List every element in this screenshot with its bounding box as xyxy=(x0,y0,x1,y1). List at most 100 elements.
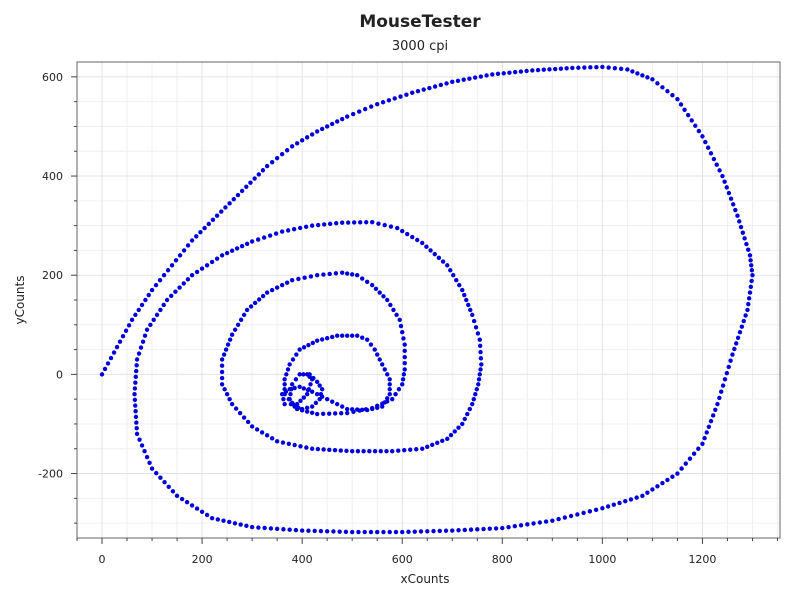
data-point xyxy=(431,528,436,534)
data-point xyxy=(351,220,357,225)
data-point xyxy=(421,87,426,92)
data-point xyxy=(301,395,307,400)
y-axis-label: yCounts xyxy=(13,276,27,325)
data-point xyxy=(576,65,581,70)
data-point xyxy=(728,358,733,363)
data-point xyxy=(169,263,175,268)
data-point xyxy=(204,512,210,518)
data-point xyxy=(334,333,340,338)
data-point xyxy=(530,68,535,73)
data-point xyxy=(384,449,389,454)
data-point xyxy=(696,446,701,451)
data-point xyxy=(344,114,350,119)
data-point xyxy=(318,392,324,397)
data-point xyxy=(444,81,449,86)
data-point xyxy=(704,430,709,435)
data-point xyxy=(219,253,225,258)
data-point xyxy=(743,313,748,318)
x-axis-label: xCounts xyxy=(401,572,450,586)
data-point xyxy=(199,509,205,514)
x-tick-label: 0 xyxy=(99,553,106,566)
data-point xyxy=(465,411,470,417)
data-point xyxy=(349,333,355,338)
data-point xyxy=(133,409,138,414)
data-point xyxy=(687,456,693,461)
data-point xyxy=(550,518,555,523)
data-point xyxy=(388,224,394,229)
data-point xyxy=(378,449,383,454)
data-point xyxy=(476,382,481,387)
data-point xyxy=(144,327,150,332)
data-point xyxy=(327,271,332,277)
data-point xyxy=(418,529,424,534)
data-point xyxy=(297,225,303,231)
data-point xyxy=(219,357,225,362)
data-point xyxy=(334,119,340,124)
data-point xyxy=(391,307,396,313)
data-point xyxy=(477,343,483,349)
data-point xyxy=(289,387,294,392)
data-point xyxy=(361,449,366,454)
data-point xyxy=(324,335,330,341)
data-point xyxy=(466,302,471,308)
data-point xyxy=(670,93,675,98)
data-point xyxy=(302,275,307,280)
data-point xyxy=(239,188,245,194)
data-point xyxy=(744,241,749,247)
data-point xyxy=(264,433,270,438)
data-point xyxy=(387,392,392,397)
data-point xyxy=(394,312,399,318)
data-point xyxy=(215,517,221,522)
data-point xyxy=(356,529,361,535)
data-point xyxy=(685,112,691,118)
data-point xyxy=(402,342,407,347)
data-point xyxy=(460,421,465,427)
y-tick-label: 600 xyxy=(42,71,63,84)
data-point xyxy=(390,396,395,402)
data-point xyxy=(134,363,139,368)
data-point xyxy=(456,425,461,430)
data-point xyxy=(512,524,518,529)
data-point xyxy=(625,67,630,72)
data-point xyxy=(185,277,191,282)
data-point xyxy=(264,163,270,169)
data-point xyxy=(223,347,229,352)
data-point xyxy=(448,268,453,273)
data-point xyxy=(397,317,402,323)
data-point xyxy=(324,124,330,129)
data-point xyxy=(354,333,360,338)
data-point xyxy=(334,401,340,407)
data-point xyxy=(594,64,599,70)
data-point xyxy=(339,220,345,225)
data-point xyxy=(219,375,225,381)
y-tick-label: -200 xyxy=(38,468,63,481)
data-point xyxy=(455,78,461,83)
data-point xyxy=(360,407,365,413)
data-point xyxy=(158,307,163,313)
data-point xyxy=(385,297,390,303)
data-point xyxy=(306,387,312,392)
data-point xyxy=(264,290,270,295)
data-point xyxy=(339,404,345,409)
data-point xyxy=(722,377,728,382)
data-point xyxy=(600,506,605,511)
data-point xyxy=(475,331,481,336)
data-point xyxy=(292,385,297,391)
data-point xyxy=(393,529,399,535)
data-point xyxy=(724,370,730,376)
axis-ticks: 0 200 400 600 800 1000 1200 -200 0 200 400 600 xyxy=(38,71,778,566)
data-point xyxy=(722,179,727,184)
data-point xyxy=(588,65,593,70)
data-point xyxy=(467,406,472,412)
data-point xyxy=(181,281,186,286)
data-point xyxy=(289,144,295,149)
data-point xyxy=(149,466,155,471)
data-point xyxy=(730,202,736,207)
data-point xyxy=(438,82,444,88)
data-point xyxy=(224,250,230,256)
data-point xyxy=(380,404,385,409)
data-point xyxy=(387,382,392,387)
data-point xyxy=(440,259,446,264)
data-point xyxy=(410,90,415,95)
data-point xyxy=(298,398,303,404)
